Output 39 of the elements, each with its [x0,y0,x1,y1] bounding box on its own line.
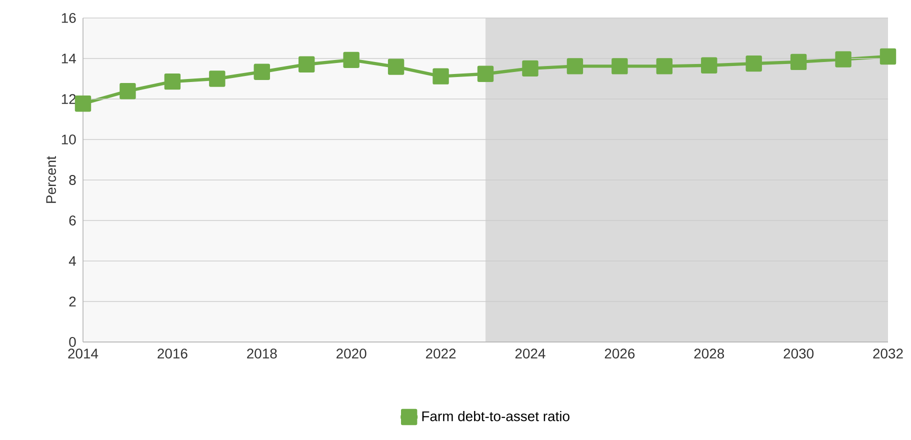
x-tick-label: 2030 [784,348,814,359]
y-tick-label: 14 [62,54,76,64]
legend-label: Farm debt-to-asset ratio [422,410,570,422]
point [612,58,628,74]
point [522,60,538,77]
y-tick-label: 6 [69,216,76,226]
point [746,55,762,72]
x-tick-label: 2032 [873,348,903,359]
point [209,70,226,87]
x-tick-label: 2014 [68,348,98,359]
point [164,73,181,90]
y-tick-label: 16 [62,13,76,23]
point [835,51,852,68]
y-tick-label: 0 [69,337,76,347]
x-tick-label: 2022 [426,348,456,359]
y-tick-label: 10 [62,134,76,144]
y-tick-label: 8 [69,175,76,185]
point [656,58,672,74]
x-tick-label: 2028 [694,348,724,359]
point [432,68,449,84]
point [880,48,896,65]
point [566,58,584,74]
point [790,54,807,70]
x-tick-label: 2024 [515,348,546,359]
point [74,96,92,112]
point [343,52,360,68]
point [120,83,136,100]
point [254,64,270,80]
y-tick-label: 2 [69,296,76,306]
y-tick-label: 4 [68,256,76,266]
x-tick-label: 2020 [336,348,366,359]
point [388,58,404,75]
x-tick-label: 2026 [604,348,635,359]
x-tick-label: 2018 [247,348,277,359]
point [298,56,315,72]
x-tick-label: 2016 [158,348,188,359]
point [701,57,718,74]
point [477,66,494,82]
y-axis-title: Percent [46,156,56,203]
